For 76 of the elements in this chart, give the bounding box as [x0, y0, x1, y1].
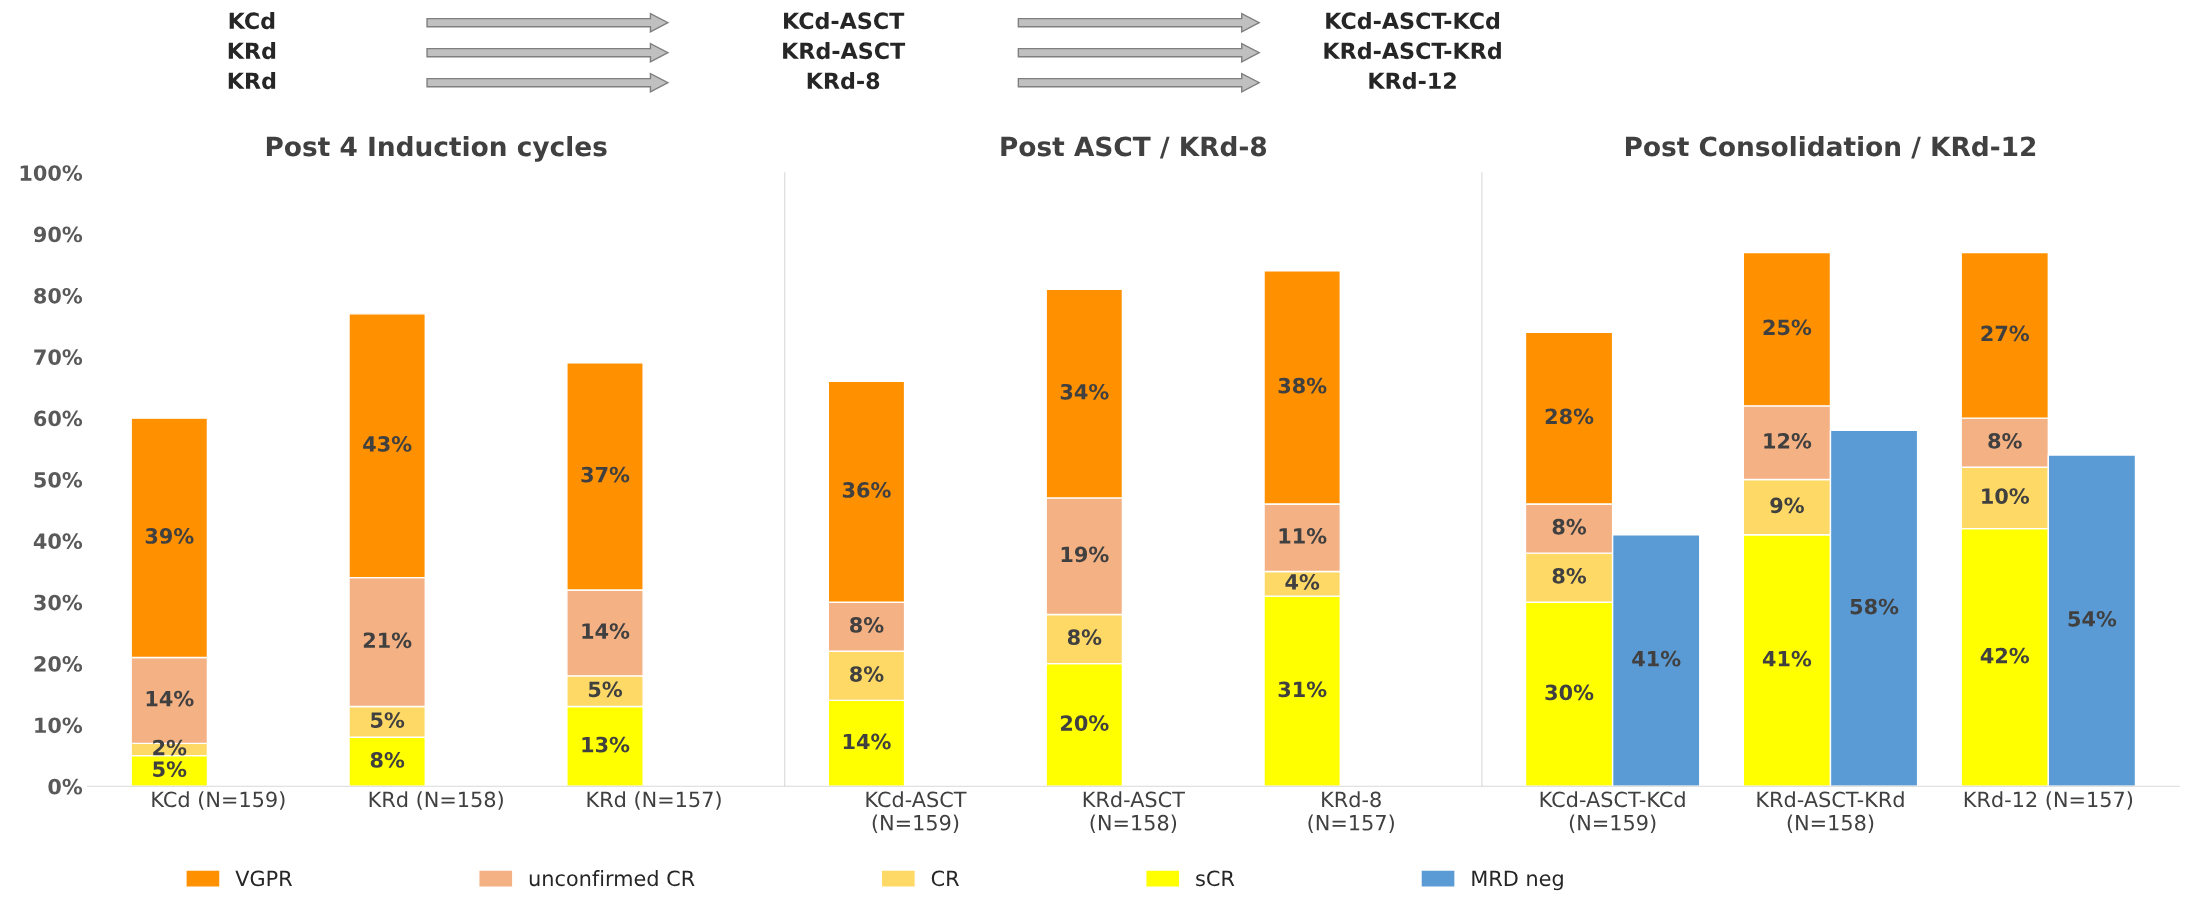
- text: KCd-ASCT: [784, 11, 905, 30]
- data-label: 14%: [146, 690, 194, 707]
- chart-title: Post ASCT / KRd-8: [1001, 135, 1267, 159]
- data-label: 10%: [1982, 488, 2030, 504]
- legend-label: VGPR: [235, 870, 293, 887]
- legend-label: CR: [931, 870, 960, 887]
- y-tick-label: 20%: [34, 656, 83, 672]
- data-label: 54%: [2068, 610, 2117, 627]
- data-label: 12%: [1764, 432, 1812, 449]
- data-label: 11%: [1279, 528, 1327, 544]
- text: KRd-ASCT-KRd: [1324, 41, 1501, 60]
- data-label: 19%: [1061, 546, 1109, 563]
- legend-label: MRD neg: [1472, 870, 1563, 891]
- data-label: 41%: [1632, 650, 1681, 667]
- data-label: 21%: [363, 632, 412, 649]
- y-tick-label: 70%: [34, 349, 83, 365]
- chart-title: Post 4 Induction cycles: [266, 135, 607, 162]
- chart-title: Post Consolidation / KRd-12: [1626, 135, 2036, 159]
- y-tick-label: 50%: [34, 471, 83, 488]
- data-label: 8%: [1067, 629, 1102, 646]
- data-label: 20%: [1061, 715, 1109, 731]
- data-label: 14%: [582, 623, 630, 639]
- data-label: 13%: [582, 736, 630, 753]
- data-label: 36%: [842, 482, 891, 498]
- data-label: 8%: [1552, 518, 1587, 535]
- x-tick-label: KCd-ASCT-KCd (N=159): [1540, 791, 1685, 834]
- legend-label: unconfirmed CR: [529, 870, 695, 887]
- data-label: 2%: [153, 739, 187, 756]
- text: KRd-8: [807, 71, 880, 90]
- y-tick-label: 30%: [34, 594, 83, 611]
- data-label: 58%: [1850, 598, 1899, 615]
- y-tick-label: 40%: [33, 533, 83, 550]
- y-tick-label: 100%: [20, 165, 83, 181]
- x-tick-label: KRd (N=158): [369, 791, 503, 810]
- data-label: 5%: [588, 681, 623, 698]
- x-tick-label: KRd-ASCT (N=158): [1083, 791, 1185, 834]
- x-tick-label: KRd-12 (N=157): [1964, 791, 2133, 810]
- y-tick-label: 0%: [48, 778, 83, 795]
- data-label: 8%: [370, 752, 405, 768]
- data-label: 25%: [1763, 319, 1812, 336]
- data-label: 4%: [1285, 574, 1320, 590]
- data-label: 38%: [1278, 377, 1327, 394]
- data-label: 31%: [1278, 681, 1327, 698]
- x-tick-label: KRd-ASCT-KRd (N=158): [1757, 791, 1904, 834]
- text: KRd: [228, 71, 276, 90]
- x-tick-label: KCd-ASCT (N=159): [866, 791, 967, 834]
- data-label: 8%: [1988, 432, 2022, 449]
- data-label: 30%: [1545, 684, 1594, 701]
- text: KRd-12: [1369, 71, 1456, 90]
- data-label: 42%: [1980, 647, 2030, 664]
- data-label: 5%: [153, 761, 187, 777]
- legend-label: sCR: [1196, 870, 1235, 887]
- data-label: 43%: [363, 436, 412, 452]
- y-tick-label: 90%: [33, 226, 83, 243]
- data-label: 28%: [1545, 408, 1594, 425]
- y-tick-label: 10%: [35, 717, 83, 734]
- data-label: 8%: [850, 666, 884, 682]
- x-tick-label: KRd-8 (N=157): [1308, 791, 1394, 834]
- data-label: 5%: [371, 712, 405, 728]
- text: KRd: [228, 41, 276, 60]
- data-label: 39%: [145, 528, 194, 544]
- y-tick-label: 60%: [34, 410, 83, 427]
- data-label: 27%: [1981, 325, 2030, 342]
- y-tick-label: 80%: [34, 287, 83, 304]
- text: KRd-ASCT: [783, 41, 906, 60]
- data-label: 8%: [850, 617, 884, 633]
- text: KCd: [229, 11, 275, 30]
- data-label: 8%: [1552, 567, 1587, 584]
- x-tick-label: KCd (N=159): [152, 791, 285, 810]
- data-label: 41%: [1762, 650, 1812, 667]
- data-label: 9%: [1770, 497, 1804, 514]
- data-label: 34%: [1060, 383, 1109, 400]
- text: KCd-ASCT-KCd: [1326, 11, 1500, 30]
- data-label: 37%: [581, 466, 630, 483]
- data-label: 14%: [843, 733, 891, 750]
- x-tick-label: KRd (N=157): [587, 791, 721, 810]
